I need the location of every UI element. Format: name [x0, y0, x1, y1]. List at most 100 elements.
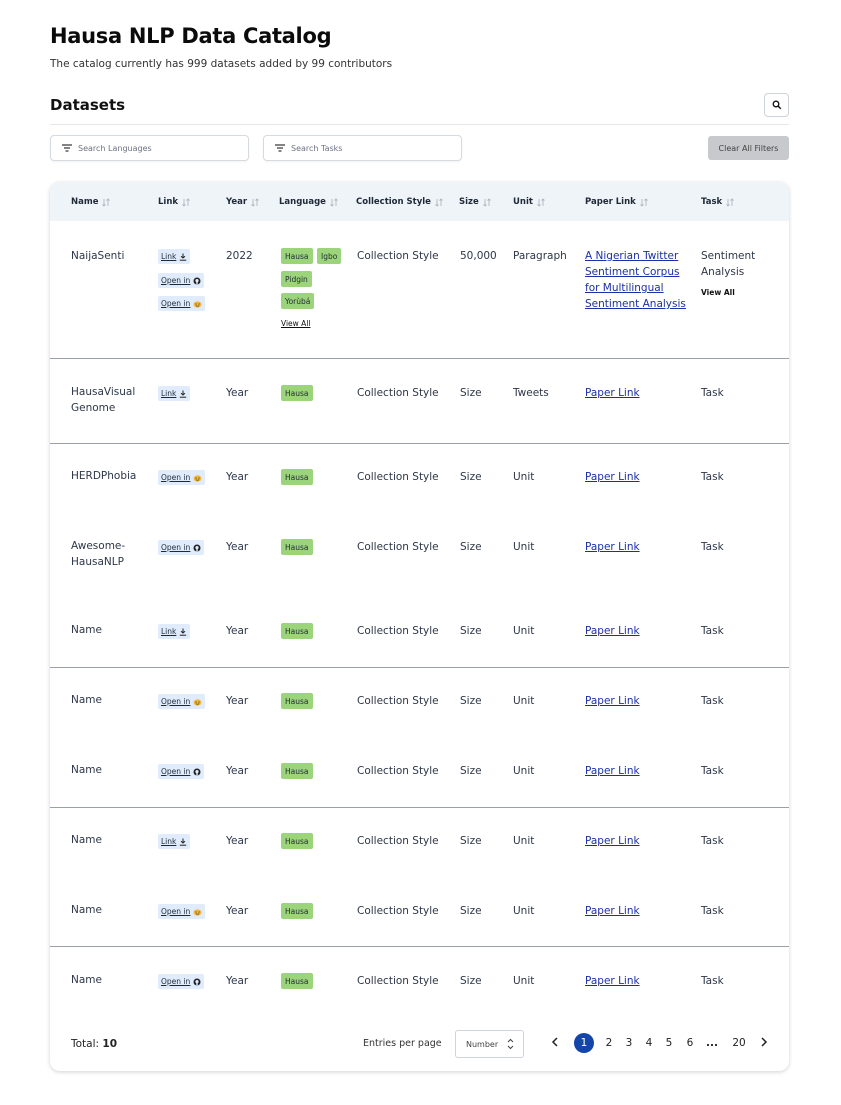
next-page-icon[interactable] [760, 1037, 768, 1047]
task-view-all-link[interactable]: View All [701, 288, 735, 297]
filter-icon [275, 144, 285, 152]
sort-icon[interactable] [251, 197, 260, 207]
open-in-huggingface-link[interactable]: Open in [158, 694, 206, 709]
huggingface-icon [193, 908, 202, 916]
collection-style: Collection Style [357, 541, 439, 553]
sort-icon[interactable] [330, 197, 339, 207]
open-in-github-link[interactable]: Open in [158, 540, 205, 555]
github-icon [193, 544, 201, 551]
dataset-unit: Tweets [513, 387, 549, 399]
language-tag: Hausa [281, 903, 313, 919]
column-header[interactable]: Size [459, 197, 492, 207]
language-tag: Hausa [281, 833, 313, 849]
dataset-year: Year [226, 625, 249, 637]
sort-icon[interactable] [435, 197, 444, 207]
collection-style: Collection Style [357, 695, 439, 707]
language-tag: Hausa [281, 248, 313, 264]
download-link[interactable]: Link [158, 386, 191, 401]
dataset-name: HausaVisual Genome [71, 386, 136, 414]
open-in-github-link[interactable]: Open in [158, 764, 205, 779]
column-header-label: Link [158, 197, 179, 207]
clear-filters-button[interactable]: Clear All Filters [708, 136, 789, 160]
page-button[interactable]: 5 [665, 1037, 673, 1049]
language-filter[interactable]: Search Languages [50, 135, 249, 161]
collection-style: Collection Style [357, 905, 439, 917]
paper-link[interactable]: Paper Link [585, 541, 640, 553]
column-header-label: Name [71, 197, 99, 207]
download-link[interactable]: Link [158, 624, 191, 639]
dataset-name: Name [71, 694, 102, 706]
row-divider [50, 358, 789, 359]
huggingface-icon [193, 300, 202, 308]
sort-icon[interactable] [182, 197, 191, 207]
download-link[interactable]: Link [158, 834, 191, 849]
open-in-huggingface-link[interactable]: Open in [158, 296, 206, 311]
dataset-task: Task [701, 975, 724, 987]
paper-link[interactable]: Paper Link [585, 625, 640, 637]
link-label: Open in [161, 543, 191, 552]
open-in-github-link[interactable]: Open in [158, 273, 205, 288]
language-tag: Hausa [281, 623, 313, 639]
paper-link[interactable]: Paper Link [585, 905, 640, 917]
link-label: Open in [161, 697, 191, 706]
page-button[interactable]: 20 [732, 1037, 746, 1049]
link-label: Link [161, 252, 177, 261]
open-in-huggingface-link[interactable]: Open in [158, 904, 206, 919]
dataset-year: Year [226, 765, 249, 777]
pagination-ellipsis: ... [706, 1037, 718, 1049]
paper-link[interactable]: A Nigerian Twitter Sentiment Corpus for … [585, 250, 686, 310]
dataset-name: NaijaSenti [71, 250, 125, 262]
paper-link[interactable]: Paper Link [585, 765, 640, 777]
entries-per-page-label: Entries per page [363, 1038, 442, 1049]
section-divider [50, 124, 789, 125]
paper-link[interactable]: Paper Link [585, 835, 640, 847]
column-header[interactable]: Task [701, 197, 735, 207]
column-header-label: Collection Style [356, 197, 431, 207]
page-button[interactable]: 2 [605, 1037, 613, 1049]
paper-link[interactable]: Paper Link [585, 387, 640, 399]
paper-link[interactable]: Paper Link [585, 975, 640, 987]
sort-icon[interactable] [639, 197, 649, 207]
download-icon [180, 838, 187, 846]
search-button[interactable] [764, 93, 789, 117]
column-header[interactable]: Language [279, 197, 339, 207]
column-header[interactable]: Year [226, 197, 260, 207]
chevron-updown-icon [507, 1038, 514, 1050]
column-header[interactable]: Link [158, 197, 191, 207]
open-in-github-link[interactable]: Open in [158, 974, 205, 989]
search-icon [772, 100, 781, 110]
column-header[interactable]: Name [71, 197, 111, 207]
sort-icon[interactable] [726, 197, 735, 207]
sort-icon[interactable] [482, 197, 492, 207]
page-button[interactable]: 4 [645, 1037, 653, 1049]
dataset-task: Task [701, 905, 724, 917]
row-divider [50, 946, 789, 947]
dataset-task: Task [701, 471, 724, 483]
task-filter[interactable]: Search Tasks [263, 135, 462, 161]
column-header[interactable]: Paper Link [585, 197, 649, 207]
entries-per-page-select[interactable]: Number [455, 1030, 524, 1058]
dataset-name: HERDPhobia [71, 470, 137, 482]
column-header[interactable]: Unit [513, 197, 546, 207]
paper-link[interactable]: Paper Link [585, 471, 640, 483]
open-in-huggingface-link[interactable]: Open in [158, 470, 206, 485]
sort-icon[interactable] [537, 197, 546, 207]
column-header[interactable]: Collection Style [356, 197, 444, 207]
sort-icon[interactable] [102, 197, 111, 207]
page-button[interactable]: 1 [574, 1033, 594, 1053]
languages-view-all-link[interactable]: View All [281, 319, 311, 328]
paper-link[interactable]: Paper Link [585, 695, 640, 707]
dataset-name: Name [71, 764, 102, 776]
dataset-task: Task [701, 765, 724, 777]
link-label: Open in [161, 276, 191, 285]
page-button[interactable]: 6 [686, 1037, 694, 1049]
dataset-unit: Unit [513, 765, 535, 777]
page-button[interactable]: 3 [625, 1037, 633, 1049]
dataset-unit: Unit [513, 625, 535, 637]
dataset-year: Year [226, 905, 249, 917]
table-header: Name Link Year Language Collection Style Size… [50, 182, 789, 221]
dataset-year: Year [226, 471, 249, 483]
download-link[interactable]: Link [158, 249, 191, 264]
prev-page-icon[interactable] [551, 1037, 559, 1047]
dataset-size: Size [460, 695, 482, 707]
